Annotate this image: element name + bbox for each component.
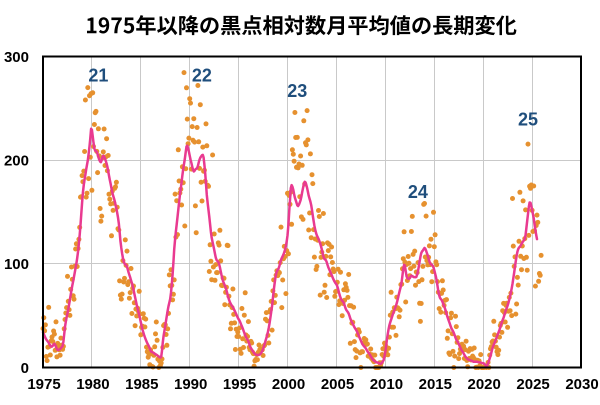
svg-text:1990: 1990 (174, 376, 207, 393)
svg-text:300: 300 (4, 49, 29, 66)
svg-text:25: 25 (518, 110, 538, 130)
svg-text:2020: 2020 (468, 376, 501, 393)
svg-text:2010: 2010 (370, 376, 403, 393)
svg-text:0: 0 (21, 360, 29, 377)
svg-text:1995: 1995 (223, 376, 256, 393)
svg-text:22: 22 (192, 65, 212, 85)
svg-text:24: 24 (408, 182, 428, 202)
svg-text:2025: 2025 (516, 376, 549, 393)
svg-text:2005: 2005 (321, 376, 354, 393)
svg-text:1975: 1975 (27, 376, 60, 393)
svg-text:200: 200 (4, 153, 29, 170)
svg-text:1985: 1985 (125, 376, 158, 393)
svg-text:1980: 1980 (76, 376, 109, 393)
svg-text:2000: 2000 (272, 376, 305, 393)
svg-text:2015: 2015 (419, 376, 452, 393)
svg-text:23: 23 (287, 81, 307, 101)
svg-text:21: 21 (88, 65, 108, 85)
svg-text:100: 100 (4, 256, 29, 273)
svg-text:2030: 2030 (565, 376, 598, 393)
